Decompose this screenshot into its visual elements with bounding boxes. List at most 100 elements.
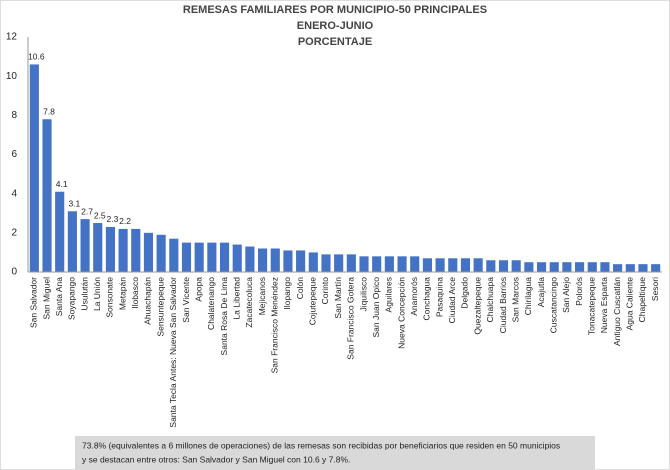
x-tick-label: Sesori (650, 277, 660, 301)
y-tick-label: 2 (11, 227, 17, 238)
bar (524, 262, 534, 272)
x-tick-label: Nueva Concepción (396, 277, 406, 349)
bar (422, 258, 432, 272)
note-box (75, 436, 595, 470)
bar (308, 252, 318, 272)
x-tick-label: San Vicente (181, 277, 191, 323)
x-tick-label: Polorós (574, 277, 584, 306)
bar (600, 262, 610, 272)
x-tick-label: Conchagua (422, 277, 432, 321)
y-tick-label: 6 (11, 149, 17, 160)
data-label: 2.7 (81, 206, 93, 216)
bar (321, 254, 331, 272)
x-tick-label: San Miguel (41, 277, 51, 320)
bar (372, 256, 382, 272)
x-tick-label: Aguilares (384, 277, 394, 312)
x-tick-label: San Martín (333, 277, 343, 319)
y-tick-label: 10 (6, 71, 18, 82)
x-tick-label: Santa Ana (54, 277, 64, 317)
x-tick-label: Usulután (79, 277, 89, 311)
bar (219, 242, 230, 272)
bar (625, 264, 635, 272)
x-tick-label: Cojutepeque (308, 277, 318, 325)
x-tick-label: Anamorós (409, 277, 419, 316)
bar (169, 238, 179, 272)
bar (80, 219, 90, 272)
x-tick-label: Cuscatancingo (548, 277, 558, 334)
bar (397, 256, 407, 272)
x-tick-label: Metapán (117, 277, 127, 310)
bar (42, 119, 52, 272)
y-tick-label: 12 (6, 32, 18, 43)
data-label: 3.1 (68, 199, 80, 209)
bar (270, 248, 280, 272)
bar (207, 242, 217, 272)
y-tick-label: 8 (11, 110, 17, 121)
x-tick-label: Nueva Esparta (599, 277, 609, 333)
bar (131, 228, 141, 272)
bar (562, 262, 572, 272)
x-tick-label: Ilopango (282, 277, 292, 310)
x-tick-label: Colón (295, 277, 305, 299)
y-tick-label: 0 (11, 267, 17, 278)
x-tick-label: Delgado (460, 277, 470, 309)
bar (638, 264, 648, 272)
chart-title: PORCENTAJE (298, 36, 372, 48)
chart-title: REMESAS FAMILIARES POR MUNICIPIO-50 PRIN… (183, 4, 487, 16)
x-tick-label: San Alejo (561, 277, 571, 313)
bar (575, 262, 585, 272)
bar (258, 248, 268, 272)
x-tick-label: San Francisco Gotera (346, 277, 356, 360)
bar (334, 254, 344, 272)
x-tick-label: Ciudad Barrios (498, 277, 508, 333)
bar (511, 260, 521, 272)
bar (181, 242, 192, 272)
data-label: 2.2 (119, 216, 131, 226)
bar (105, 226, 115, 272)
data-label: 7.8 (43, 107, 55, 117)
x-tick-label: San Marcos (510, 277, 520, 322)
x-tick-label: Mejicanos (257, 277, 267, 315)
x-tick-label: Chalchuapa (485, 277, 495, 323)
bar (613, 264, 623, 272)
x-tick-label: Sonsonate (105, 277, 115, 318)
bar (29, 64, 39, 273)
bar (118, 228, 128, 272)
x-tick-label: Santa Tecla Antes: Nueva San Salvador (168, 277, 178, 428)
x-tick-label: Chirilagua (523, 277, 533, 316)
bar (67, 211, 77, 272)
x-tick-label: San Salvador (29, 277, 39, 328)
bar (410, 256, 420, 272)
x-tick-label: Corinto (320, 277, 330, 305)
bar (359, 256, 369, 272)
bar (498, 260, 509, 272)
x-tick-label: Ahuachapán (143, 277, 153, 325)
note: y se destacan entre otros: San Salvador … (82, 454, 350, 464)
x-tick-label: San Juan Opico (371, 277, 381, 338)
bar (232, 244, 242, 272)
bar (460, 258, 471, 272)
x-tick-label: Antiguo Cuscatlán (612, 277, 622, 346)
chart-title: ENERO-JUNIO (297, 20, 374, 32)
x-tick-label: San Francisco Menéndez (270, 277, 280, 373)
bar (473, 258, 483, 272)
x-tick-label: Chapeltique (637, 277, 647, 323)
x-tick-label: Jiquilisco (358, 277, 368, 312)
x-tick-label: Quezaltepeque (472, 277, 482, 335)
x-tick-label: Chalatenango (206, 277, 216, 330)
bar (245, 246, 255, 272)
bar (143, 232, 154, 272)
x-tick-label: Sensuntepeque (155, 277, 165, 337)
x-tick-label: La Libertad (231, 277, 241, 320)
x-tick-label: Soyapango (67, 277, 77, 320)
note: 73.8% (equivalentes a 6 millones de oper… (82, 440, 560, 450)
bar (448, 258, 458, 272)
bar (55, 191, 65, 272)
bar (536, 262, 547, 272)
bar (651, 264, 661, 272)
bar (194, 242, 204, 272)
x-tick-label: Pasaquina (434, 277, 444, 317)
data-label: 2.5 (94, 210, 106, 220)
bar (296, 250, 306, 272)
